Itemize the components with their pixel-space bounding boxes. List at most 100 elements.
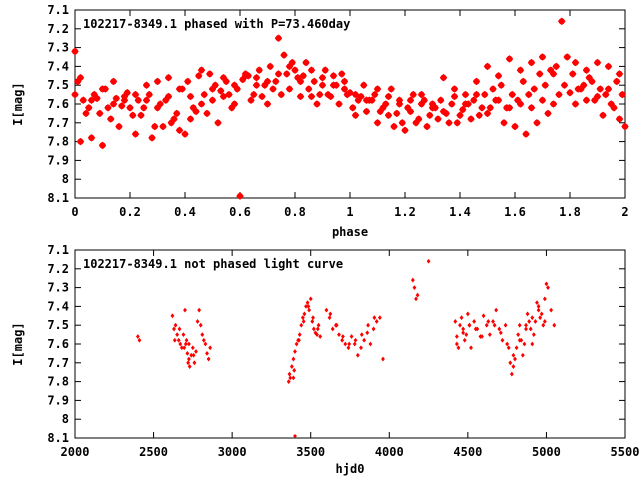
- data-point: [371, 326, 376, 332]
- data-point: [131, 130, 140, 138]
- data-point: [450, 85, 459, 93]
- data-point: [377, 315, 382, 321]
- data-point: [456, 111, 464, 119]
- data-point: [549, 307, 554, 313]
- data-point: [177, 326, 182, 332]
- data-point: [291, 66, 299, 74]
- data-point: [195, 319, 200, 324]
- data-point: [230, 81, 239, 89]
- data-point: [360, 81, 368, 89]
- data-point: [349, 104, 357, 112]
- data-point: [428, 100, 437, 108]
- x-tick-label: 1: [346, 205, 353, 219]
- data-point: [552, 322, 557, 328]
- data-point: [208, 345, 213, 351]
- data-point: [305, 300, 310, 306]
- data-point: [453, 119, 461, 127]
- data-point: [549, 100, 558, 108]
- data-point: [205, 351, 209, 356]
- data-point: [96, 109, 104, 118]
- x-tick-label: 0.2: [119, 205, 141, 219]
- data-point: [217, 87, 225, 95]
- data-point: [266, 62, 274, 71]
- data-point: [334, 322, 339, 328]
- data-point: [615, 115, 624, 123]
- y-tick-label: 8.1: [47, 431, 69, 445]
- data-point: [373, 85, 382, 93]
- phased-plot-x-axis-label: phase: [332, 225, 368, 239]
- data-point: [505, 104, 514, 112]
- data-point: [613, 77, 621, 86]
- data-point: [327, 315, 332, 321]
- data-point: [530, 85, 538, 93]
- data-point: [299, 72, 307, 80]
- data-point: [321, 66, 329, 74]
- data-point: [472, 319, 477, 324]
- data-point: [520, 352, 525, 358]
- data-point: [252, 74, 261, 82]
- data-point: [593, 58, 602, 67]
- phased-plot: 102217-8349.1 phased with P=73.460day ph…: [11, 3, 629, 239]
- x-tick-label: 5000: [532, 445, 561, 459]
- y-tick-label: 7.2: [47, 262, 69, 276]
- phased-plot-title: 102217-8349.1 phased with P=73.460day: [83, 17, 350, 31]
- data-point: [472, 90, 481, 99]
- data-point: [513, 356, 517, 362]
- data-point: [384, 111, 393, 119]
- phased-plot-points: [71, 17, 629, 200]
- data-point: [179, 345, 184, 351]
- data-point: [181, 130, 189, 138]
- data-point: [269, 85, 277, 93]
- data-point: [112, 94, 120, 103]
- data-point: [516, 66, 525, 74]
- x-tick-label: 4000: [375, 445, 404, 459]
- data-point: [569, 70, 577, 78]
- data-point: [305, 85, 313, 93]
- data-point: [318, 334, 323, 339]
- data-point: [203, 341, 208, 347]
- data-point: [301, 319, 306, 324]
- data-point: [313, 100, 321, 108]
- data-point: [481, 313, 486, 319]
- data-point: [588, 77, 596, 86]
- data-point: [368, 341, 373, 347]
- data-point: [544, 109, 552, 118]
- data-point: [82, 109, 90, 118]
- data-point: [563, 53, 571, 61]
- data-point: [307, 92, 316, 101]
- data-point: [135, 334, 140, 339]
- data-point: [461, 326, 466, 332]
- data-point: [508, 360, 513, 366]
- data-point: [206, 70, 214, 78]
- data-point: [187, 356, 191, 362]
- data-point: [417, 90, 426, 99]
- data-point: [517, 337, 522, 343]
- data-point: [395, 100, 404, 108]
- data-point: [175, 332, 180, 337]
- data-point: [374, 319, 379, 324]
- data-point: [255, 66, 263, 74]
- data-point: [337, 332, 341, 337]
- data-point: [341, 334, 345, 339]
- data-point: [459, 105, 467, 114]
- data-point: [338, 70, 346, 78]
- data-point: [185, 351, 190, 356]
- data-point: [459, 315, 464, 321]
- data-point: [346, 345, 351, 351]
- data-point: [247, 96, 255, 104]
- y-tick-label: 8: [62, 412, 69, 426]
- data-point: [184, 77, 192, 86]
- data-point: [328, 311, 333, 317]
- data-point: [549, 70, 558, 78]
- data-point: [142, 81, 151, 89]
- data-point: [186, 360, 191, 366]
- data-point: [286, 379, 291, 384]
- data-point: [277, 90, 285, 99]
- data-point: [379, 104, 387, 112]
- y-tick-label: 7.5: [47, 78, 69, 92]
- data-point: [307, 307, 312, 313]
- data-point: [445, 119, 453, 127]
- data-point: [172, 326, 176, 332]
- data-point: [478, 104, 486, 112]
